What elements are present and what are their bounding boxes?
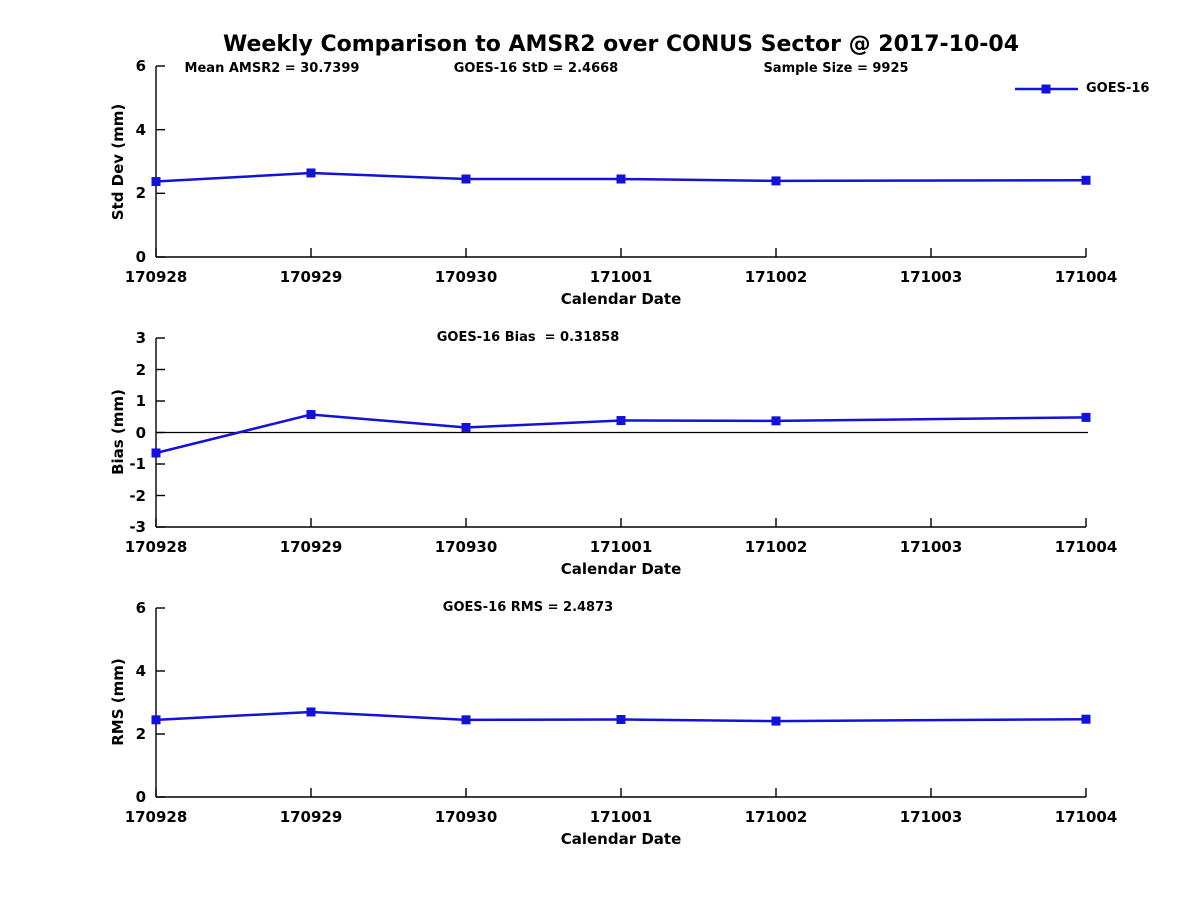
y-tick-label: 3 [135,329,146,347]
legend-label: GOES-16 [1086,81,1150,96]
data-point-marker [771,716,781,726]
y-tick-label: 4 [135,662,146,680]
xlabel-calendar-date-bottom: Calendar Date [560,830,682,848]
data-point-marker [151,177,161,187]
series-line-goes-16 [155,413,1087,455]
y-tick-label: 6 [135,57,146,75]
goes16-series [151,168,1091,726]
ylabel-rms: RMS (mm) [109,658,127,746]
y-tick-label: 1 [135,392,146,410]
x-tick-label: 171002 [744,538,808,556]
series-line-goes-16 [155,171,1087,183]
y-tick-label: 4 [135,120,146,139]
series-line-goes-16 [155,710,1087,723]
y-tick-label: 2 [135,184,146,203]
data-point-marker [1081,412,1091,422]
data-point-marker [461,715,471,725]
x-tick-label: 170928 [124,538,188,556]
x-tick-label: 171002 [744,268,808,286]
y-tick-label: 2 [135,725,146,743]
data-point-marker [771,176,781,186]
data-point-marker [306,168,316,178]
y-tick-label: 6 [135,599,146,617]
x-tick-label: 170929 [279,538,343,556]
x-tick-label: 171001 [589,538,653,556]
legend-sample-line [1015,84,1078,94]
data-point-marker [151,715,161,725]
annotation-goes16-std: GOES-16 StD = 2.4668 [453,61,619,76]
y-tick-label: 2 [135,360,146,379]
xlabel-calendar-date-top: Calendar Date [560,290,682,308]
x-tick-label: 171004 [1054,538,1118,556]
x-tick-label: 170930 [434,808,498,826]
annotation-goes16-bias: GOES-16 Bias = 0.31858 [436,330,620,345]
y-tick-label: -1 [129,455,146,473]
x-tick-label: 170929 [279,268,343,286]
data-point-marker [771,416,781,426]
annotation-mean-amsr2: Mean AMSR2 = 30.7399 [184,61,360,76]
y-tick-label: 0 [135,788,146,806]
annotation-sample-size: Sample Size = 9925 [763,61,909,76]
y-tick-label: 0 [135,248,146,266]
x-tick-label: 171004 [1054,268,1118,286]
data-point-marker [616,174,626,184]
x-tick-label: 170928 [124,268,188,286]
x-tick-label: 171001 [589,268,653,286]
xlabel-calendar-date-middle: Calendar Date [560,560,682,578]
y-tick-label: 0 [135,423,146,442]
y-tick-label: -2 [129,486,146,505]
x-tick-label: 170930 [434,268,498,286]
y-tick-label: -3 [129,518,146,536]
x-tick-label: 170930 [434,538,498,556]
annotation-goes16-rms: GOES-16 RMS = 2.4873 [442,600,614,615]
x-tick-label: 171003 [899,538,963,556]
x-tick-label: 171002 [744,808,808,826]
data-point-marker [461,422,471,432]
x-tick-label: 171003 [899,268,963,286]
data-point-marker [1081,175,1091,185]
data-point-marker [616,416,626,426]
x-tick-label: 170929 [279,808,343,826]
ylabel-std-dev: Std Dev (mm) [109,103,127,221]
x-tick-label: 171004 [1054,808,1118,826]
figure-title: Weekly Comparison to AMSR2 over CONUS Se… [223,32,1019,57]
x-tick-label: 170928 [124,808,188,826]
data-point-marker [461,174,471,184]
data-point-marker [616,715,626,725]
data-point-marker [306,410,316,420]
x-tick-label: 171001 [589,808,653,826]
data-point-marker [151,448,161,458]
legend-marker [1041,84,1051,94]
data-point-marker [1081,714,1091,724]
data-point-marker [306,707,316,717]
x-tick-label: 171003 [899,808,963,826]
